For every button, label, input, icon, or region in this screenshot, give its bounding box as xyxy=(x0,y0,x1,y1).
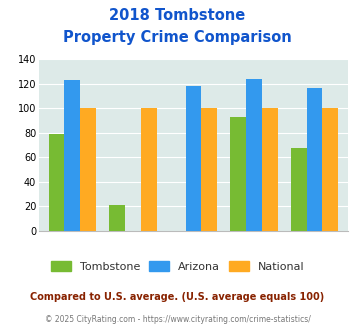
Bar xyxy=(141,109,157,231)
Text: © 2025 CityRating.com - https://www.cityrating.com/crime-statistics/: © 2025 CityRating.com - https://www.city… xyxy=(45,315,310,324)
Bar xyxy=(322,109,338,231)
Text: Compared to U.S. average. (U.S. average equals 100): Compared to U.S. average. (U.S. average … xyxy=(31,292,324,302)
Bar xyxy=(201,109,217,231)
Bar xyxy=(65,80,80,231)
Bar xyxy=(291,148,307,231)
Bar xyxy=(80,109,96,231)
Bar xyxy=(307,87,322,231)
Bar xyxy=(186,86,201,231)
Bar xyxy=(109,205,125,231)
Bar xyxy=(230,117,246,231)
Bar xyxy=(262,109,278,231)
Bar xyxy=(49,134,65,231)
Bar xyxy=(246,79,262,231)
Text: Property Crime Comparison: Property Crime Comparison xyxy=(63,30,292,45)
Legend: Tombstone, Arizona, National: Tombstone, Arizona, National xyxy=(47,256,308,276)
Text: 2018 Tombstone: 2018 Tombstone xyxy=(109,8,246,23)
